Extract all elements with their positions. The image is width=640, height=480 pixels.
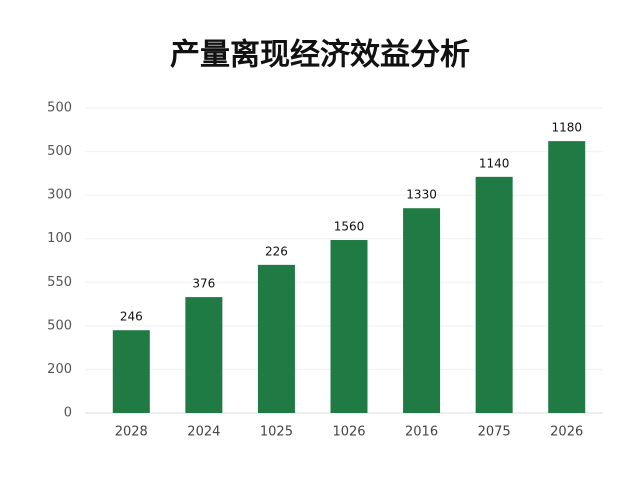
bar — [185, 297, 223, 413]
y-tick-label: 550 — [47, 275, 72, 290]
x-tick-label: 2075 — [478, 425, 511, 440]
y-tick-label: 100 — [47, 231, 72, 246]
y-tick-label: 500 — [47, 101, 72, 116]
bar — [257, 264, 295, 413]
x-tick-label: 2028 — [115, 425, 148, 440]
chart-title: 产量离现经济效益分析 — [170, 38, 470, 73]
x-tick-label: 1026 — [332, 425, 365, 440]
bar — [475, 176, 513, 413]
value-label: 1180 — [551, 121, 582, 135]
x-tick-label: 2024 — [187, 425, 220, 440]
y-tick-label: 500 — [47, 318, 72, 333]
value-label: 1140 — [479, 156, 510, 170]
value-label: 1560 — [334, 220, 365, 234]
y-tick-label: 500 — [47, 144, 72, 159]
value-label: 1330 — [406, 188, 437, 202]
value-label: 246 — [120, 310, 143, 324]
x-tick-label: 2026 — [550, 425, 583, 440]
y-tick-label: 200 — [47, 362, 72, 377]
bar — [548, 141, 586, 413]
y-tick-label: 300 — [47, 188, 72, 203]
x-tick-label: 1025 — [260, 425, 293, 440]
value-label: 226 — [265, 244, 288, 258]
bar — [403, 208, 441, 413]
x-tick-label: 2016 — [405, 425, 438, 440]
y-tick-label: 0 — [64, 406, 72, 421]
bar — [330, 240, 368, 413]
bar — [112, 330, 150, 413]
value-label: 376 — [192, 277, 215, 291]
